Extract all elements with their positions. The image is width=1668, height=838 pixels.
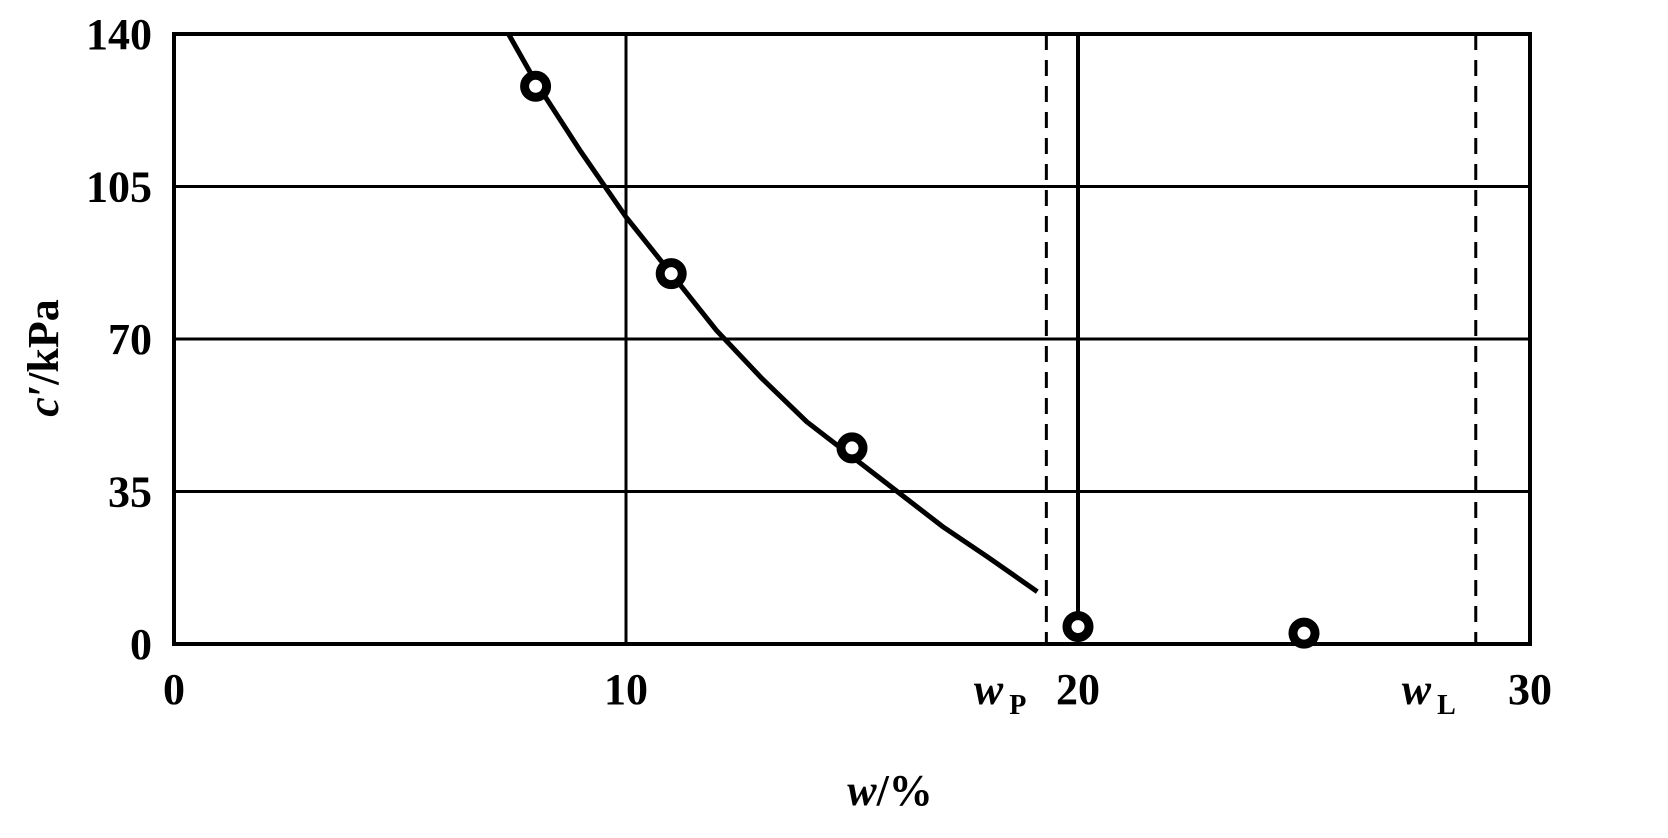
x-tick-label: 20 — [1056, 665, 1100, 714]
reference-label-subscript: L — [1437, 690, 1456, 721]
fit-curve-group — [506, 32, 1039, 594]
x-axis-title: w/% — [847, 766, 933, 815]
x-tick-label: 0 — [163, 665, 185, 714]
y-axis-title: c′/kPa — [19, 299, 68, 416]
data-points — [520, 70, 1320, 649]
y-tick-label: 140 — [86, 10, 152, 59]
data-point — [836, 432, 868, 464]
fit-curve — [506, 32, 1039, 594]
data-point — [520, 70, 552, 102]
plot-frame — [172, 32, 1532, 646]
y-tick-label: 0 — [130, 620, 152, 669]
y-tick-labels: 0 35 70 105 140 — [86, 10, 152, 669]
x-axis-var: w — [847, 766, 877, 815]
y-tick-label: 105 — [86, 163, 152, 212]
reference-lines — [1044, 34, 1478, 644]
reference-label-var: w — [1402, 665, 1432, 714]
data-point — [1288, 617, 1320, 649]
reference-label-subscript: P — [1009, 690, 1026, 721]
x-tick-labels: 0 10 20 30 — [163, 665, 1552, 714]
x-axis-unit: /% — [876, 766, 933, 815]
data-point — [1062, 611, 1094, 643]
y-axis-var: c′ — [19, 385, 68, 417]
data-point — [655, 258, 687, 290]
x-tick-label: 10 — [604, 665, 648, 714]
x-tick-label: 30 — [1508, 665, 1552, 714]
y-tick-label: 35 — [108, 468, 152, 517]
y-tick-label: 70 — [108, 315, 152, 364]
y-axis-unit: /kPa — [19, 299, 68, 386]
grid-lines — [174, 34, 1530, 644]
reference-label-var: w — [974, 665, 1004, 714]
